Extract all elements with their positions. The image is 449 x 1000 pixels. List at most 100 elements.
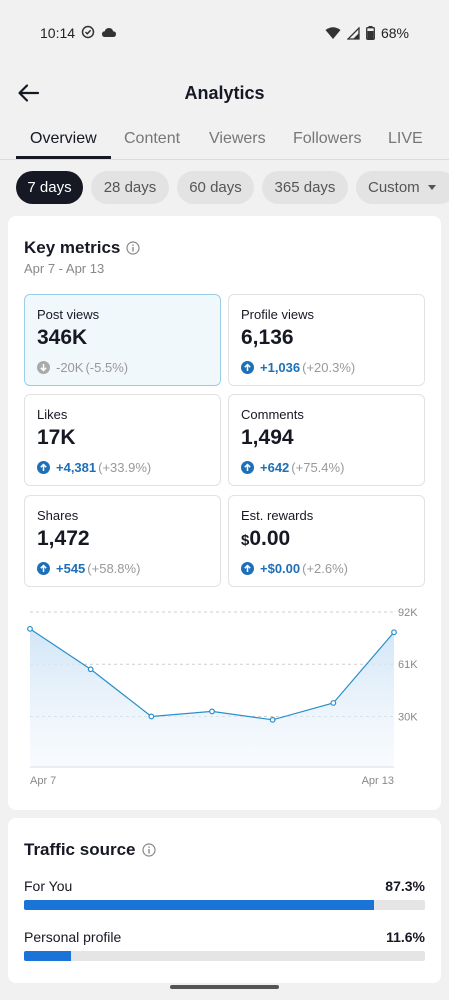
tab-viewers[interactable]: Viewers bbox=[209, 130, 266, 147]
status-time: 10:14 bbox=[40, 25, 76, 41]
y-tick-label: 30K bbox=[398, 711, 418, 723]
tab-followers[interactable]: Followers bbox=[293, 130, 362, 147]
back-arrow-icon bbox=[18, 84, 40, 102]
chart-point bbox=[330, 700, 337, 706]
chip-60-days[interactable]: 60 days bbox=[177, 171, 254, 204]
arrow-up-icon bbox=[241, 562, 254, 575]
key-metrics-card: Key metrics Apr 7 - Apr 13 Post views 34… bbox=[8, 216, 441, 810]
chip-label: 7 days bbox=[27, 179, 72, 196]
wifi-icon bbox=[325, 26, 341, 39]
metric-change-pct: (+58.8%) bbox=[87, 561, 141, 576]
traffic-bar-personal-profile bbox=[24, 951, 425, 961]
traffic-source-title: Traffic source bbox=[24, 840, 156, 860]
chart-area bbox=[30, 628, 394, 767]
metric-change-value: +$0.00 bbox=[260, 561, 301, 576]
post-views-chart[interactable]: 30K 61K 92K Apr 7 Apr 13 bbox=[8, 602, 441, 792]
metric-change: +4,381 (+33.9%) bbox=[37, 460, 151, 475]
metric-change-value: +545 bbox=[56, 561, 86, 576]
chart-svg: 30K 61K 92K Apr 7 Apr 13 bbox=[27, 607, 418, 787]
metric-value: 1,472 bbox=[37, 527, 90, 550]
tab-active-indicator bbox=[16, 156, 111, 159]
metric-value: 0.00 bbox=[249, 527, 291, 550]
metric-est-rewards[interactable]: Est. rewards $0.00 +$0.00 (+2.6%) bbox=[228, 495, 425, 587]
y-tick-label: 92K bbox=[398, 607, 418, 619]
metric-change: -20K (-5.5%) bbox=[37, 360, 128, 375]
chip-label: 60 days bbox=[189, 179, 242, 196]
traffic-pct-for-you: 87.3% bbox=[385, 878, 425, 894]
key-metrics-heading: Key metrics bbox=[24, 238, 121, 257]
caret-down-icon bbox=[427, 184, 436, 190]
arrow-up-icon bbox=[37, 562, 50, 575]
chip-365-days[interactable]: 365 days bbox=[262, 171, 348, 204]
battery-level: 68% bbox=[380, 25, 409, 41]
metric-value-prefix: $ bbox=[241, 532, 250, 549]
chart-point bbox=[391, 629, 397, 636]
metric-label: Post views bbox=[37, 307, 100, 322]
metric-change-pct: (-5.5%) bbox=[85, 360, 129, 375]
back-button[interactable] bbox=[14, 78, 44, 108]
chip-28-days[interactable]: 28 days bbox=[91, 171, 169, 204]
metric-change-value: +1,036 bbox=[260, 360, 301, 375]
date-range-chips: 7 days 28 days 60 days 365 days Custom bbox=[0, 171, 449, 205]
metric-label: Likes bbox=[37, 407, 68, 422]
metric-value-wrap: $0.00 bbox=[241, 527, 290, 551]
chip-custom[interactable]: Custom bbox=[356, 171, 449, 204]
tab-content[interactable]: Content bbox=[124, 130, 181, 147]
chart-point bbox=[209, 708, 215, 715]
traffic-bar-fill bbox=[24, 951, 71, 961]
arrow-up-icon bbox=[241, 461, 254, 474]
traffic-bar-for-you bbox=[24, 900, 425, 910]
home-indicator[interactable] bbox=[170, 985, 279, 989]
metric-change-pct: (+2.6%) bbox=[302, 561, 349, 576]
cloud-icon bbox=[102, 28, 116, 37]
chip-label: 365 days bbox=[274, 179, 336, 196]
metric-change-pct: (+75.4%) bbox=[291, 460, 345, 475]
metric-label: Shares bbox=[37, 508, 79, 523]
metric-change-pct: (+20.3%) bbox=[302, 360, 356, 375]
metric-change: +642 (+75.4%) bbox=[241, 460, 344, 475]
metric-label: Profile views bbox=[241, 307, 314, 322]
y-tick-label: 61K bbox=[398, 659, 418, 671]
traffic-source-heading: Traffic source bbox=[24, 840, 136, 859]
traffic-label-for-you: For You bbox=[24, 878, 73, 894]
tab-overview[interactable]: Overview bbox=[30, 130, 97, 147]
metric-comments[interactable]: Comments 1,494 +642 (+75.4%) bbox=[228, 394, 425, 486]
chip-label: Custom bbox=[368, 179, 420, 196]
metric-likes[interactable]: Likes 17K +4,381 (+33.9%) bbox=[24, 394, 221, 486]
date-range-label: Apr 7 - Apr 13 bbox=[24, 261, 105, 276]
chip-7-days[interactable]: 7 days bbox=[16, 171, 83, 204]
traffic-label-personal-profile: Personal profile bbox=[24, 929, 122, 945]
metric-value: 17K bbox=[37, 426, 76, 449]
info-icon[interactable] bbox=[126, 241, 140, 255]
arrow-up-icon bbox=[241, 361, 254, 374]
chart-point bbox=[87, 666, 94, 673]
info-icon[interactable] bbox=[141, 843, 156, 857]
metric-label: Comments bbox=[241, 407, 304, 422]
key-metrics-title: Key metrics bbox=[24, 238, 140, 258]
metric-value: 6,136 bbox=[241, 326, 294, 349]
metric-label: Est. rewards bbox=[241, 508, 314, 523]
metric-post-views[interactable]: Post views 346K -20K (-5.5%) bbox=[24, 294, 221, 386]
metric-change-value: +642 bbox=[260, 460, 290, 475]
metric-profile-views[interactable]: Profile views 6,136 +1,036 (+20.3%) bbox=[228, 294, 425, 386]
signal-icon bbox=[346, 26, 360, 40]
chip-label: 28 days bbox=[103, 179, 157, 196]
traffic-source-card: Traffic source For You 87.3% Personal pr… bbox=[8, 818, 441, 983]
metric-change-pct: (+33.9%) bbox=[98, 460, 152, 475]
traffic-bar-fill bbox=[24, 900, 375, 910]
battery-icon bbox=[366, 26, 375, 40]
status-bar: 10:14 68% bbox=[0, 0, 449, 66]
status-right: 68% bbox=[325, 25, 409, 41]
tab-live[interactable]: LIVE bbox=[388, 130, 423, 147]
metric-change: +545 (+58.8%) bbox=[37, 561, 140, 576]
arrow-down-icon bbox=[37, 361, 50, 374]
traffic-pct-personal-profile: 11.6% bbox=[386, 929, 425, 945]
arrow-up-icon bbox=[37, 461, 50, 474]
metric-shares[interactable]: Shares 1,472 +545 (+58.8%) bbox=[24, 495, 221, 587]
status-icons-left bbox=[81, 25, 117, 39]
metric-change: +$0.00 (+2.6%) bbox=[241, 561, 348, 576]
metric-change-value: +4,381 bbox=[56, 460, 97, 475]
chart-point bbox=[27, 625, 33, 632]
metric-value: 1,494 bbox=[241, 426, 294, 449]
check-circle-icon bbox=[81, 25, 95, 39]
